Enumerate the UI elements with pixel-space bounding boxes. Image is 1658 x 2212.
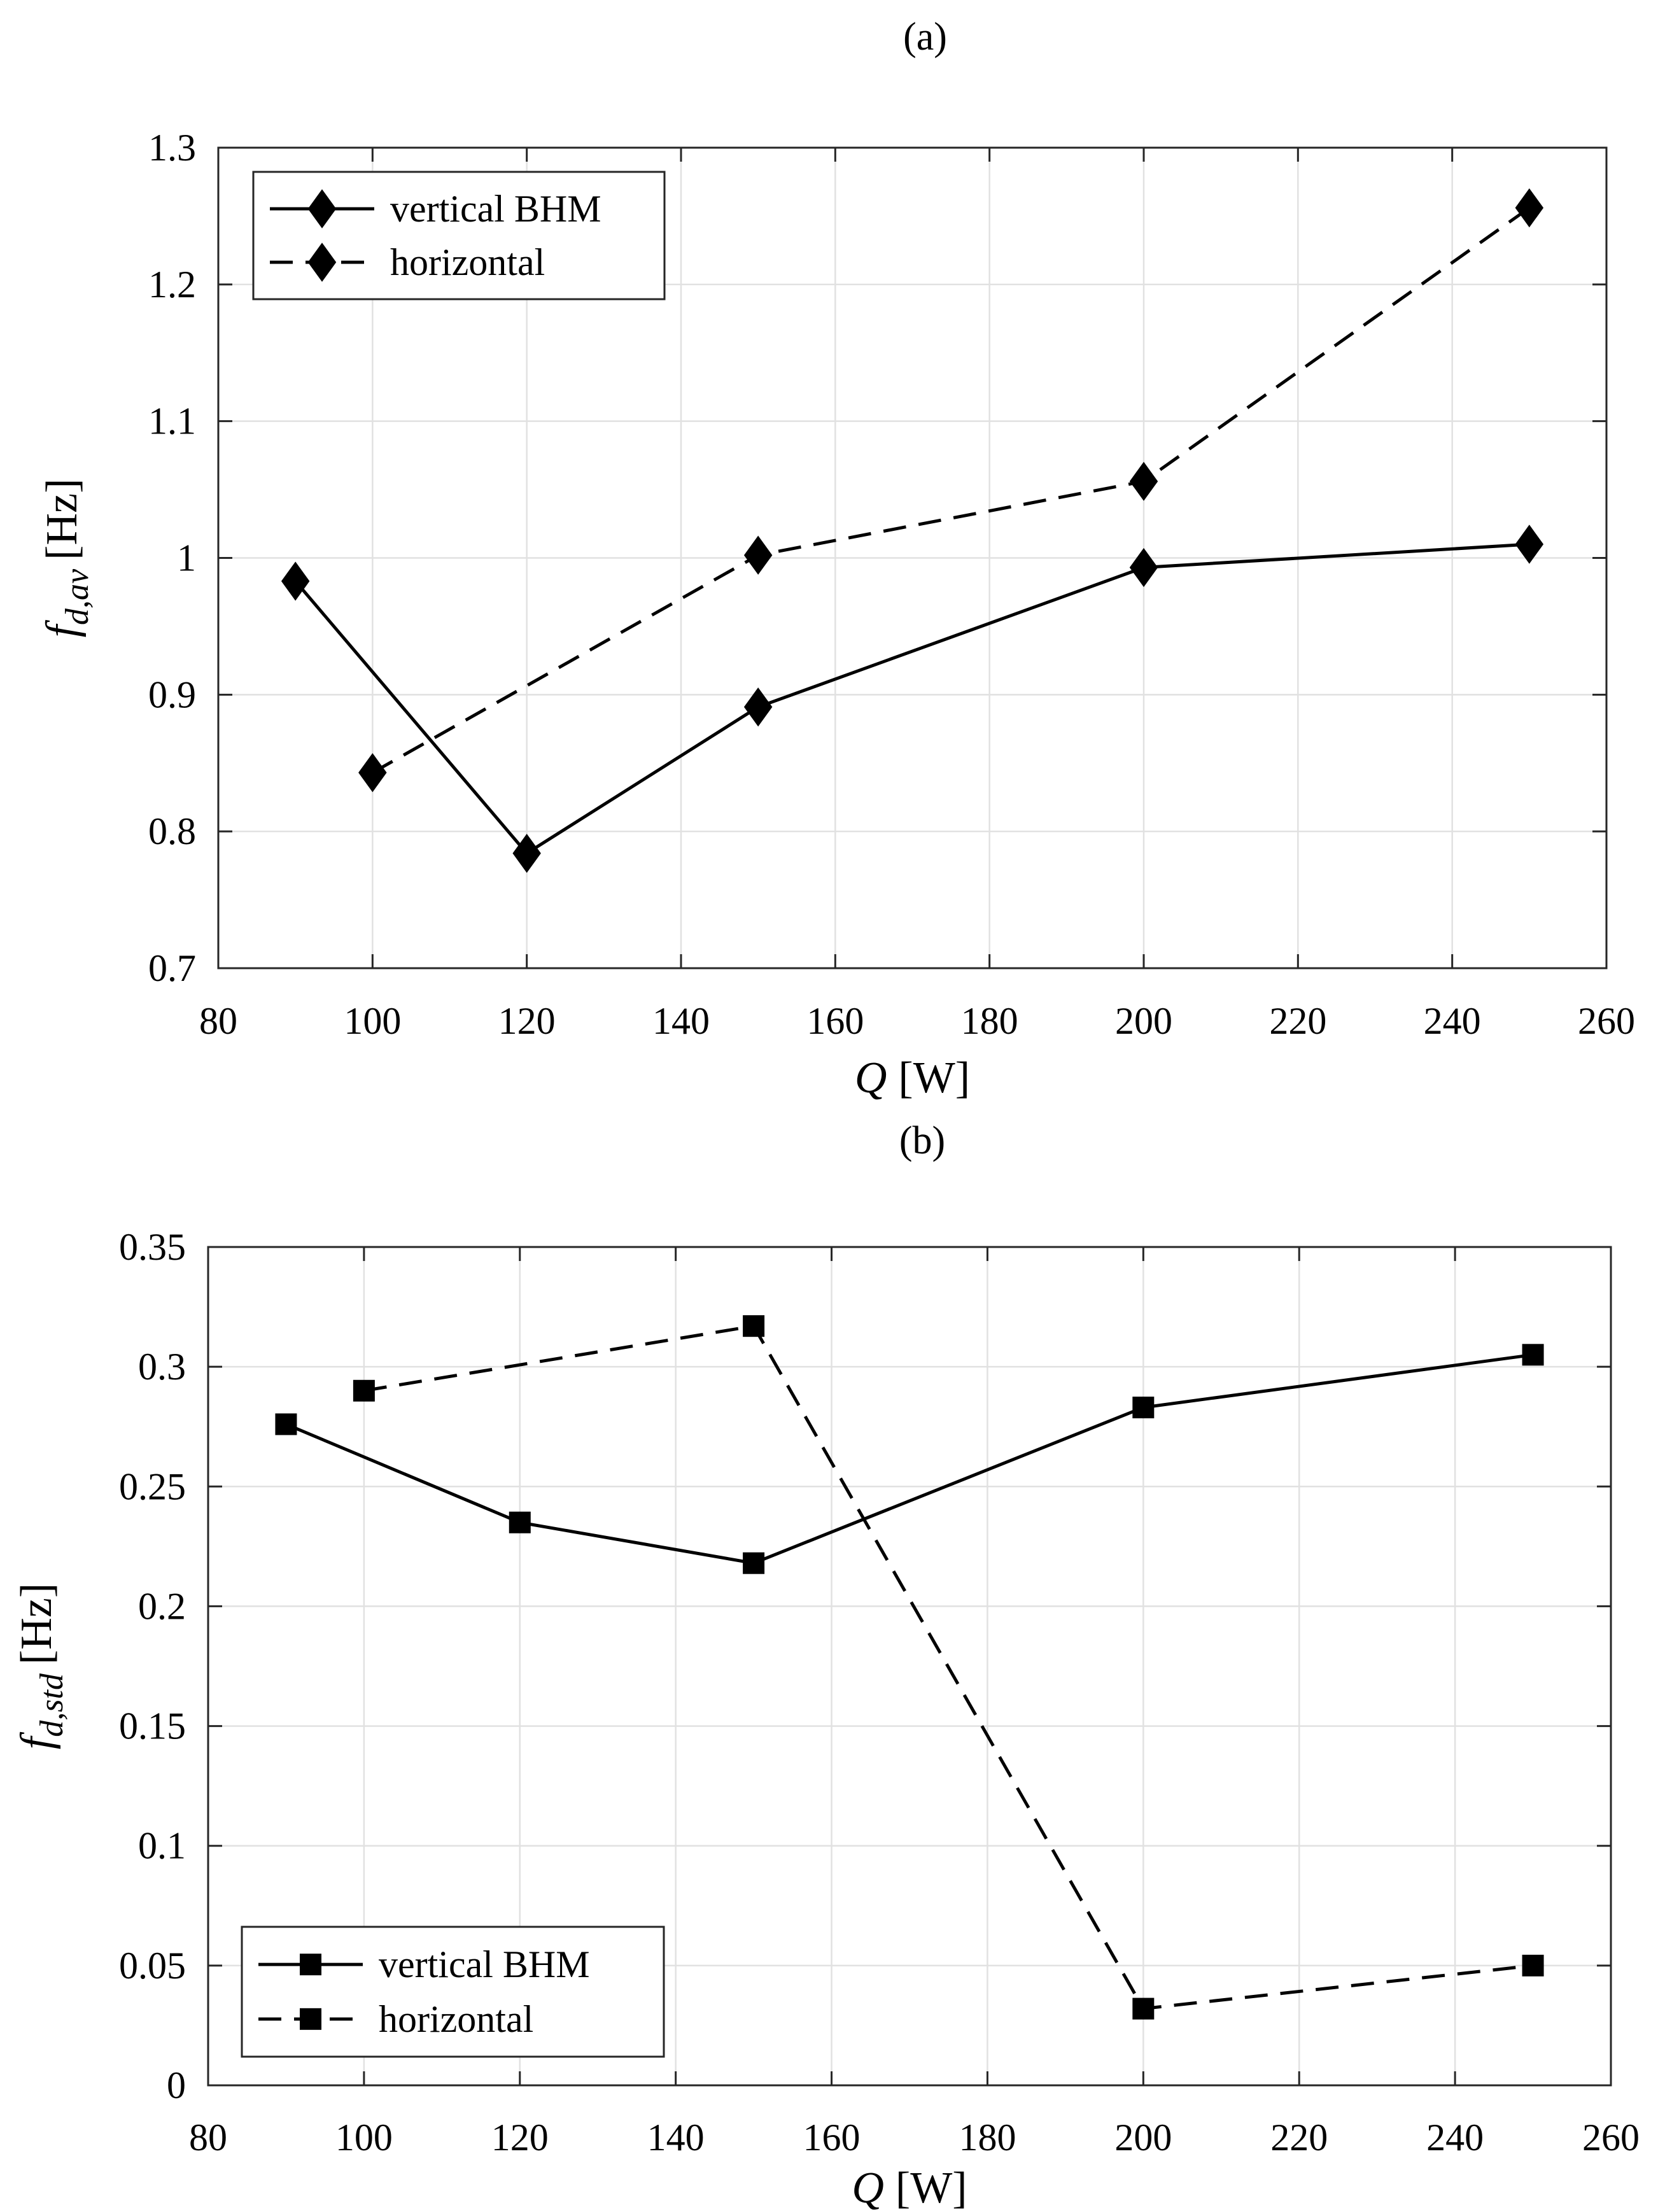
y-tick-label: 0.35 [119, 1226, 186, 1268]
y-tick-label: 0.8 [148, 810, 196, 852]
data-point [1515, 525, 1544, 564]
y-tick-label: 1.3 [148, 127, 196, 169]
legend-box [241, 1926, 665, 2058]
y-axis-unit: [Hz] [38, 479, 87, 560]
legend: vertical BHM horizontal [241, 1926, 665, 2058]
x-tick-label: 180 [961, 1000, 1018, 1042]
x-tick-label: 80 [199, 1000, 237, 1042]
y-tick-label: 0.15 [119, 1705, 186, 1747]
x-tick-label: 140 [652, 1000, 710, 1042]
x-tick-label: 220 [1269, 1000, 1326, 1042]
y-axis-label: fd,av[Hz] [38, 479, 95, 638]
x-tick-label: 240 [1426, 2117, 1484, 2159]
data-point [743, 1552, 765, 1574]
data-point [358, 753, 387, 793]
data-point [1129, 461, 1158, 501]
x-tick-label: 240 [1424, 1000, 1481, 1042]
legend: vertical BHM horizontal [252, 171, 666, 300]
series-horizontal [353, 1315, 1544, 2020]
data-point [1132, 1997, 1155, 2020]
x-tick-label: 160 [803, 2117, 861, 2159]
y-tick-label: 1.2 [148, 264, 196, 306]
legend-label: vertical BHM [379, 1943, 590, 1985]
data-point [1129, 547, 1158, 588]
series-line [363, 1324, 1533, 2011]
data-point [743, 687, 773, 727]
legend-label: horizontal [390, 241, 545, 283]
x-axis-symbol: Q [855, 1053, 887, 1102]
y-tick-label: 0.7 [148, 947, 196, 989]
series-line [372, 206, 1531, 774]
x-tick-label: 180 [959, 2117, 1016, 2159]
legend-marker [307, 189, 337, 229]
x-tick-label: 220 [1270, 2117, 1328, 2159]
data-point [281, 561, 310, 601]
y-tick-label: 0.3 [138, 1346, 186, 1388]
y-tick-label: 0.1 [138, 1825, 186, 1867]
y-axis-unit: [Hz] [12, 1583, 61, 1665]
x-axis-unit: [W] [896, 2164, 967, 2212]
data-point [743, 1315, 765, 1337]
panel-label: (b) [899, 1119, 945, 1162]
x-tick-label: 200 [1114, 2117, 1172, 2159]
data-point [512, 833, 541, 873]
y-tick-label: 0.2 [138, 1585, 186, 1627]
x-axis-symbol: Q [852, 2164, 884, 2212]
data-point [275, 1413, 297, 1435]
data-point [1522, 1344, 1544, 1366]
axes-box [207, 1246, 1612, 2087]
y-tick-label: 1 [177, 537, 196, 579]
y-axis-label: fd,std[Hz] [12, 1583, 70, 1749]
x-tick-label: 80 [189, 2117, 227, 2159]
legend-marker [300, 2008, 321, 2030]
y-tick-label: 1.1 [148, 400, 196, 442]
data-point [1515, 188, 1544, 228]
series-horizontal [358, 188, 1544, 793]
data-point [1522, 1954, 1544, 1976]
x-tick-label: 100 [335, 2117, 393, 2159]
x-tick-label: 120 [491, 2117, 549, 2159]
chart-panel-1: (a) 80 100 120 140 160 180 200 220 240 260 0.7 0.8 0.… [38, 15, 1635, 1102]
legend-label: horizontal [379, 1998, 533, 2040]
x-axis-label: Q [W] [852, 2164, 967, 2212]
x-tick-label: 160 [806, 1000, 864, 1042]
legend-label: vertical BHM [390, 188, 601, 230]
legend-marker [300, 1954, 321, 1976]
data-point [1132, 1397, 1155, 1419]
data-point [353, 1379, 375, 1402]
series-vertical-bhm [275, 1344, 1544, 1574]
y-axis-subscript: d,av [59, 568, 95, 625]
series-vertical-bhm [281, 525, 1544, 873]
panel-label: (a) [903, 15, 947, 59]
y-axis-subscript: d,std [34, 1673, 70, 1737]
data-point [743, 535, 773, 575]
x-tick-label: 140 [647, 2117, 705, 2159]
y-tick-label: 0.9 [148, 673, 196, 715]
y-tick-label: 0.25 [119, 1465, 186, 1507]
x-tick-label: 260 [1578, 1000, 1635, 1042]
chart-panel-2: (b) 80 100 120 140 160 180 200 220 240 260 0 0.05 0.1… [12, 1119, 1640, 2212]
x-tick-label: 100 [344, 1000, 401, 1042]
x-tick-label: 260 [1582, 2117, 1640, 2159]
x-axis-unit: [W] [898, 1053, 970, 1102]
y-tick-label: 0.05 [119, 1945, 186, 1987]
x-tick-label: 200 [1115, 1000, 1172, 1042]
y-tick-label: 0 [167, 2064, 186, 2106]
data-point [509, 1511, 531, 1533]
legend-marker [307, 243, 337, 282]
x-tick-label: 120 [498, 1000, 556, 1042]
x-axis-label: Q [W] [855, 1053, 970, 1102]
